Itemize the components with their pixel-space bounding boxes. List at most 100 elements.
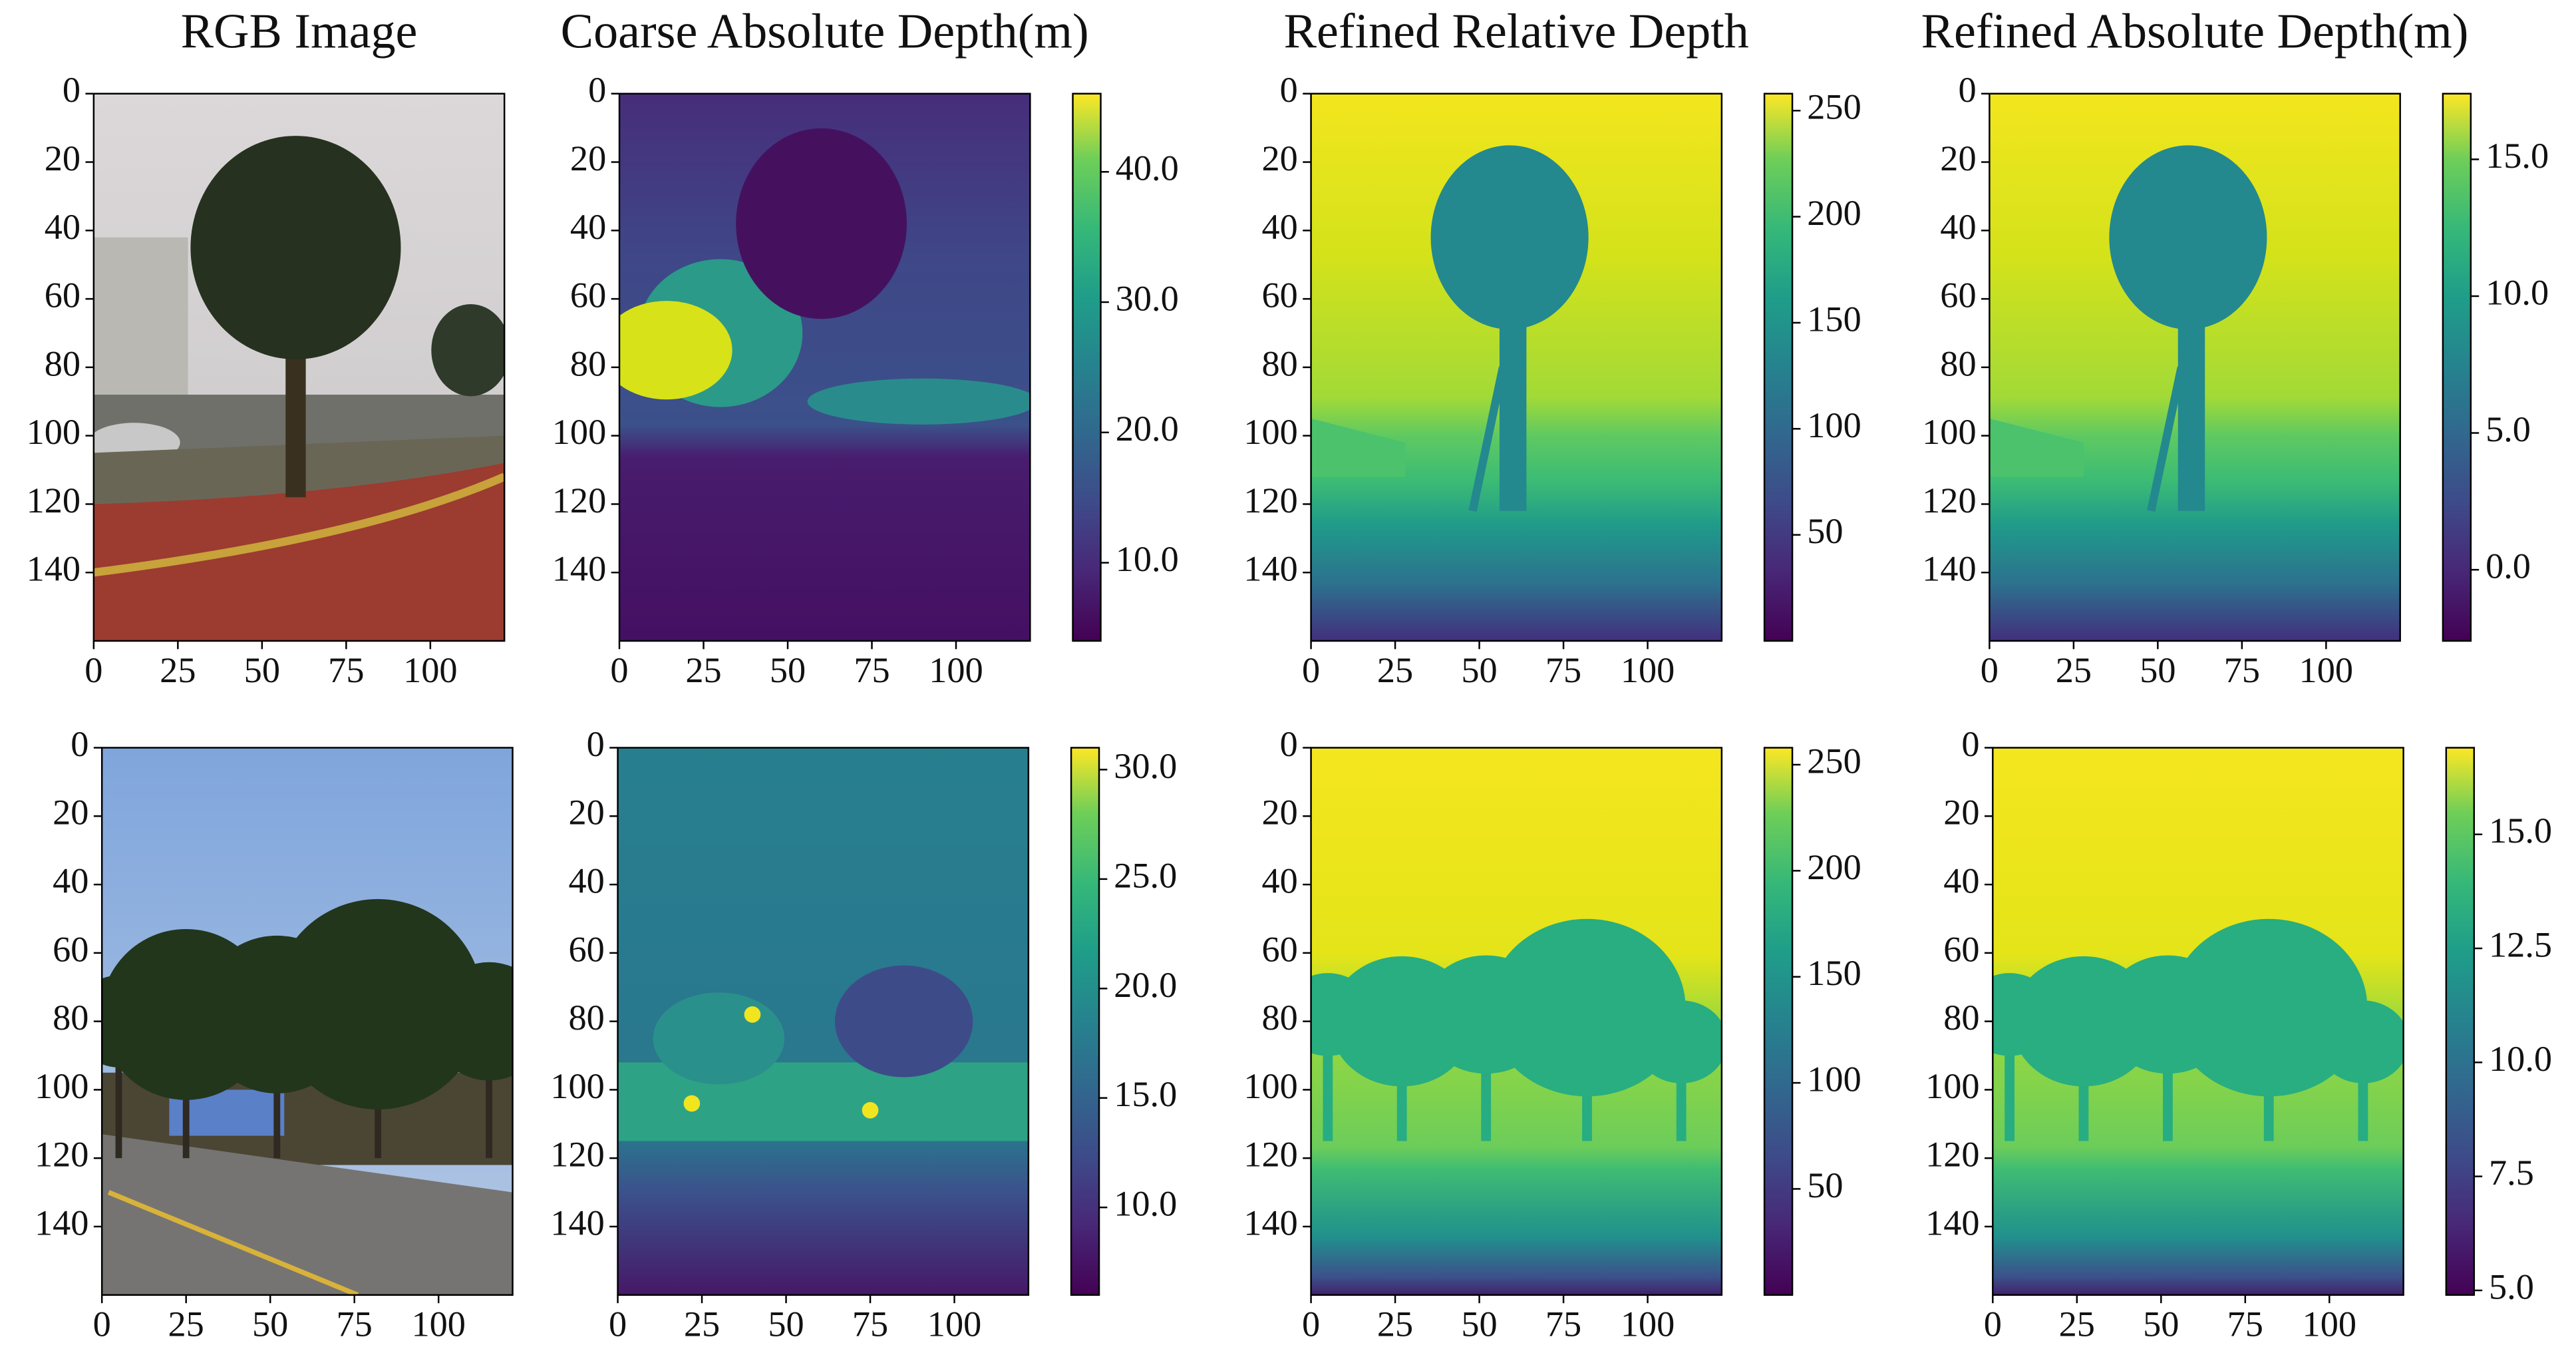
y-tick-label: 80 bbox=[568, 998, 604, 1038]
tree bbox=[2170, 918, 2368, 1097]
tree bbox=[431, 304, 505, 397]
road bbox=[102, 1134, 513, 1295]
y-tick-label: 100 bbox=[1925, 1066, 1979, 1106]
y-tick-label: 60 bbox=[568, 929, 604, 969]
x-tick-label: 0 bbox=[84, 650, 102, 690]
y-tick-label: 100 bbox=[1243, 1066, 1297, 1106]
x-tick-label: 75 bbox=[328, 650, 364, 690]
colorbar-tick-label: 7.5 bbox=[2489, 1153, 2534, 1193]
colorbar-tick-label: 50 bbox=[1807, 511, 1843, 551]
colorbar-tick-label: 200 bbox=[1807, 847, 1861, 887]
tree bbox=[1430, 145, 1589, 329]
y-tick-label: 0 bbox=[587, 724, 605, 764]
colorbar-tick-label: 150 bbox=[1807, 953, 1861, 993]
y-tick-label: 140 bbox=[1922, 549, 1976, 589]
colorbar-tick-label: 25.0 bbox=[1114, 855, 1177, 895]
x-tick-label: 25 bbox=[2059, 1304, 2095, 1344]
photo bbox=[102, 747, 513, 1295]
blob bbox=[619, 301, 732, 400]
colorbar-tick-label: 250 bbox=[1807, 741, 1861, 781]
colorbar-tick-label: 100 bbox=[1807, 405, 1861, 445]
colorbar-tick-label: 30.0 bbox=[1114, 746, 1177, 786]
bright-spot bbox=[862, 1101, 879, 1119]
x-tick-label: 0 bbox=[93, 1304, 111, 1344]
x-tick-label: 50 bbox=[2140, 650, 2175, 690]
colorbar-tick-label: 15.0 bbox=[1114, 1074, 1177, 1114]
y-tick-label: 100 bbox=[35, 1066, 88, 1106]
panel: RGB Image 0 25 50 75 100 0 20 40 60 80 100 120 140 bbox=[27, 4, 506, 690]
x-tick-label: 50 bbox=[252, 1304, 288, 1344]
x-tick-label: 0 bbox=[1981, 650, 1999, 690]
x-tick-label: 25 bbox=[160, 650, 196, 690]
x-tick-label: 50 bbox=[1461, 1304, 1497, 1344]
tree bbox=[2317, 1000, 2404, 1083]
colorbar-tick-label: 20.0 bbox=[1116, 409, 1179, 449]
y-tick-label: 140 bbox=[1925, 1203, 1979, 1243]
depth-map bbox=[619, 93, 1031, 642]
panel: 0 25 50 75 100 0 20 40 60 80 100 120 140 50 100 150 200 2… bbox=[1243, 724, 1861, 1344]
y-tick-label: 20 bbox=[1943, 793, 1979, 833]
y-tick-label: 0 bbox=[1280, 70, 1298, 110]
bright-spot bbox=[683, 1095, 701, 1112]
depth-map bbox=[1989, 93, 2400, 642]
tree bbox=[430, 962, 513, 1081]
colorbar-tick-label: 5.0 bbox=[2489, 1266, 2534, 1306]
y-tick-label: 0 bbox=[588, 70, 606, 110]
tree bbox=[1635, 1000, 1722, 1083]
colorbar-tick-label: 12.5 bbox=[2489, 924, 2552, 964]
tree bbox=[273, 898, 484, 1109]
left-band bbox=[1989, 418, 2084, 477]
depth-map bbox=[1993, 747, 2404, 1295]
x-tick-label: 0 bbox=[1302, 1304, 1320, 1344]
panel: Refined Relative Depth 0 25 50 75 100 0 20 40 60 8… bbox=[1243, 4, 1861, 690]
x-tick-label: 0 bbox=[610, 650, 628, 690]
x-tick-label: 50 bbox=[768, 1304, 804, 1344]
depth-map bbox=[617, 747, 1029, 1295]
y-tick-label: 60 bbox=[53, 929, 88, 969]
panel-title: RGB Image bbox=[181, 4, 418, 59]
y-tick-label: 0 bbox=[1958, 70, 1976, 110]
x-tick-label: 75 bbox=[852, 1304, 888, 1344]
x-tick-label: 75 bbox=[1545, 1304, 1581, 1344]
y-tick-label: 20 bbox=[45, 138, 80, 178]
x-tick-label: 25 bbox=[684, 1304, 720, 1344]
colorbar-tick-label: 100 bbox=[1807, 1060, 1861, 1099]
panel: 0 25 50 75 100 0 20 40 60 80 100 120 140 bbox=[35, 724, 514, 1344]
y-tick-label: 20 bbox=[1940, 138, 1976, 178]
y-tick-label: 20 bbox=[570, 138, 606, 178]
x-tick-label: 100 bbox=[403, 650, 457, 690]
tree bbox=[190, 136, 401, 359]
y-tick-label: 40 bbox=[568, 861, 604, 901]
panel: 0 25 50 75 100 0 20 40 60 80 100 120 140 5.0 7.5 10.0 12… bbox=[1925, 724, 2552, 1344]
x-tick-label: 100 bbox=[2299, 650, 2353, 690]
y-tick-label: 100 bbox=[1922, 412, 1976, 452]
y-tick-label: 80 bbox=[1262, 998, 1298, 1038]
colorbar-tick-label: 10.0 bbox=[1116, 539, 1179, 579]
y-tick-label: 140 bbox=[1243, 1203, 1297, 1243]
y-tick-label: 40 bbox=[1940, 207, 1976, 247]
y-tick-label: 120 bbox=[1925, 1135, 1979, 1175]
x-tick-label: 0 bbox=[609, 1304, 627, 1344]
x-tick-label: 75 bbox=[337, 1304, 373, 1344]
y-tick-label: 40 bbox=[570, 207, 606, 247]
branch bbox=[1468, 366, 1508, 512]
y-tick-label: 60 bbox=[1262, 276, 1298, 315]
y-tick-label: 60 bbox=[1262, 929, 1298, 969]
y-tick-label: 60 bbox=[570, 276, 606, 315]
trunk bbox=[1499, 299, 1527, 511]
panel-title: Refined Absolute Depth(m) bbox=[1921, 4, 2469, 59]
colorbar-tick-label: 30.0 bbox=[1116, 278, 1179, 318]
x-tick-label: 100 bbox=[929, 650, 983, 690]
colorbar bbox=[1763, 93, 1794, 642]
colorbar-tick-label: 10.0 bbox=[2486, 272, 2549, 312]
panel-title: Coarse Absolute Depth(m) bbox=[561, 4, 1089, 59]
y-tick-label: 40 bbox=[45, 207, 80, 247]
photo bbox=[93, 93, 505, 642]
y-tick-label: 80 bbox=[570, 343, 606, 383]
colorbar bbox=[2442, 93, 2472, 642]
colorbar-tick-label: 250 bbox=[1807, 87, 1861, 127]
road-line bbox=[107, 1190, 359, 1295]
blob bbox=[653, 992, 785, 1085]
